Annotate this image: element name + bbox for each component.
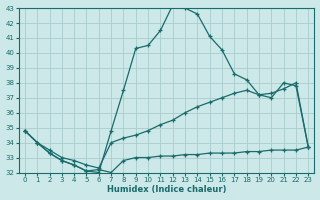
X-axis label: Humidex (Indice chaleur): Humidex (Indice chaleur) <box>107 185 226 194</box>
